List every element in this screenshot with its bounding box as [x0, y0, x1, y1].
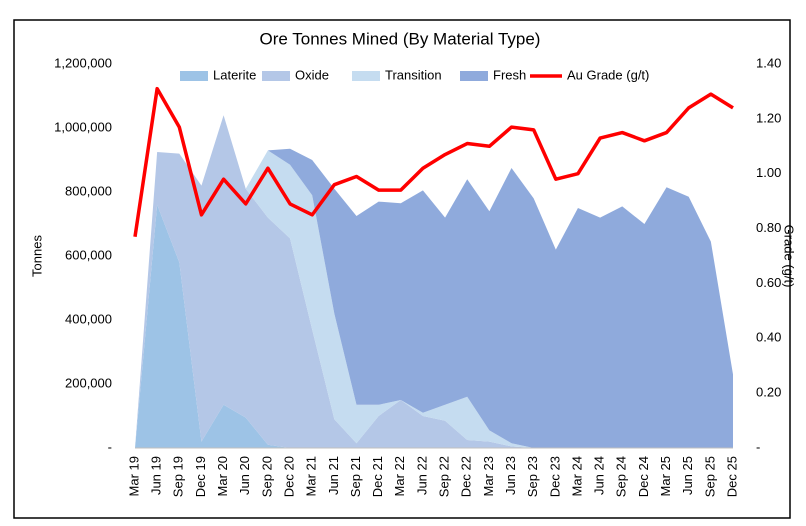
x-tick-label: Sep 25: [702, 456, 717, 497]
y-tick-label: 1,000,000: [54, 119, 112, 134]
area: [135, 204, 733, 448]
y2-axis-label: Grade (g/t): [782, 225, 797, 288]
x-tick-label: Sep 21: [348, 456, 363, 497]
x-tick-label: Mar 22: [392, 456, 407, 496]
x-tick-label: Mar 20: [215, 456, 230, 496]
y-axis-label: Tonnes: [29, 235, 44, 277]
x-tick-label: Mar 25: [658, 456, 673, 496]
legend-swatch: [262, 71, 290, 81]
x-tick-label: Dec 22: [459, 456, 474, 497]
x-tick-label: Jun 23: [503, 456, 518, 495]
y-tick-label: 400,000: [65, 311, 112, 326]
y2-tick-label: 0.20: [756, 385, 781, 400]
legend-label: Oxide: [295, 67, 329, 82]
y2-tick-label: 1.00: [756, 165, 781, 180]
x-tick-label: Jun 24: [592, 456, 607, 495]
area: [135, 115, 733, 448]
x-tick-label: Dec 20: [281, 456, 296, 497]
legend-swatch: [460, 71, 488, 81]
area: [135, 115, 733, 448]
x-tick-label: Sep 19: [171, 456, 186, 497]
y2-tick-label: 1.20: [756, 110, 781, 125]
x-tick-label: Mar 19: [126, 456, 141, 496]
area: [135, 115, 733, 448]
x-tick-label: Mar 24: [569, 456, 584, 496]
x-tick-label: Sep 23: [525, 456, 540, 497]
legend-label: Laterite: [213, 67, 256, 82]
x-tick-label: Mar 23: [481, 456, 496, 496]
x-tick-label: Dec 21: [370, 456, 385, 497]
x-tick-label: Sep 20: [259, 456, 274, 497]
x-tick-label: Jun 25: [680, 456, 695, 495]
legend-swatch: [352, 71, 380, 81]
y-tick-label: 200,000: [65, 375, 112, 390]
legend-label: Fresh: [493, 67, 526, 82]
x-tick-label: Mar 21: [304, 456, 319, 496]
x-tick-label: Jun 19: [149, 456, 164, 495]
x-tick-label: Dec 25: [724, 456, 739, 497]
x-tick-label: Dec 23: [547, 456, 562, 497]
x-tick-label: Dec 19: [193, 456, 208, 497]
x-tick-label: Sep 24: [614, 456, 629, 497]
y-tick-label: 800,000: [65, 183, 112, 198]
legend-label: Au Grade (g/t): [567, 67, 649, 82]
y-tick-label: -: [108, 439, 112, 454]
x-tick-label: Jun 21: [326, 456, 341, 495]
chart-title: Ore Tonnes Mined (By Material Type): [260, 29, 541, 48]
x-tick-label: Sep 22: [437, 456, 452, 497]
x-tick-label: Dec 24: [636, 456, 651, 497]
legend-swatch: [180, 71, 208, 81]
y2-tick-label: 1.40: [756, 55, 781, 70]
y2-tick-label: 0.80: [756, 220, 781, 235]
y-tick-label: 1,200,000: [54, 55, 112, 70]
y2-tick-label: 0.60: [756, 275, 781, 290]
legend-label: Transition: [385, 67, 442, 82]
y-tick-label: 600,000: [65, 247, 112, 262]
x-tick-label: Jun 20: [237, 456, 252, 495]
grade-line: [133, 86, 734, 238]
y2-tick-label: 0.40: [756, 330, 781, 345]
y2-tick-label: -: [756, 439, 760, 454]
x-tick-label: Jun 22: [414, 456, 429, 495]
